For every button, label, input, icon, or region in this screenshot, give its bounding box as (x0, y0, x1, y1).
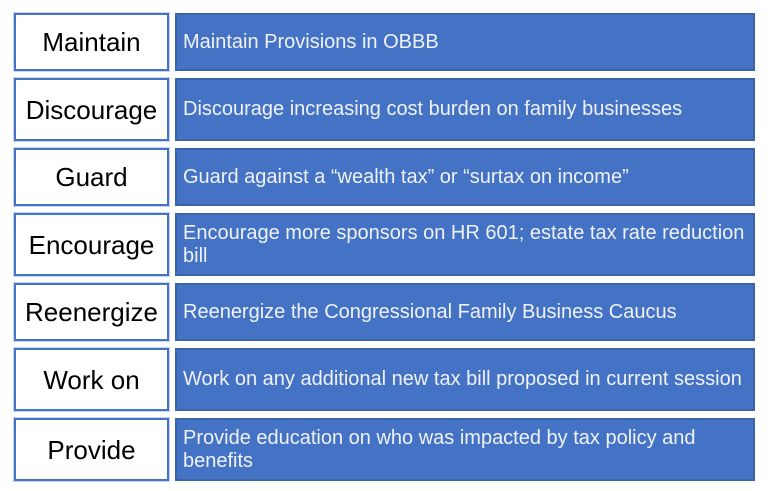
row-label-box-guard: Guard (14, 148, 169, 206)
table-row: Encourage Encourage more sponsors on HR … (14, 213, 755, 276)
row-description: Reenergize the Congressional Family Busi… (183, 300, 677, 323)
table-row: Provide Provide education on who was imp… (14, 418, 755, 481)
row-label: Maintain (42, 27, 141, 57)
table-row: Discourage Discourage increasing cost bu… (14, 78, 755, 141)
row-description: Maintain Provisions in OBBB (183, 30, 439, 53)
row-label: Guard (55, 162, 128, 192)
row-label-box-work-on: Work on (14, 348, 169, 411)
table-row: Guard Guard against a “wealth tax” or “s… (14, 148, 755, 206)
row-description-box: Work on any additional new tax bill prop… (175, 348, 755, 411)
row-description: Provide education on who was impacted by… (183, 426, 696, 472)
row-label-box-provide: Provide (14, 418, 169, 481)
table-row: Maintain Maintain Provisions in OBBB (14, 13, 755, 71)
row-label: Encourage (28, 229, 155, 260)
row-description: Encourage more sponsors on HR 601; estat… (183, 221, 745, 267)
row-description-box: Discourage increasing cost burden on fam… (175, 78, 755, 141)
row-description-box: Provide education on who was impacted by… (175, 418, 755, 481)
row-description-box: Maintain Provisions in OBBB (175, 13, 755, 71)
table-row: Reenergize Reenergize the Congressional … (14, 283, 755, 341)
row-label-box-encourage: Encourage (14, 213, 169, 276)
row-description: Discourage increasing cost burden on fam… (183, 98, 683, 121)
tax-policy-action-table: Maintain Maintain Provisions in OBBB Dis… (14, 13, 755, 481)
table-row: Work on Work on any additional new tax b… (14, 348, 755, 411)
row-label-box-discourage: Discourage (14, 78, 169, 141)
row-description-box: Encourage more sponsors on HR 601; estat… (175, 213, 755, 276)
row-description: Guard against a “wealth tax” or “surtax … (183, 165, 629, 188)
row-description-box: Guard against a “wealth tax” or “surtax … (175, 148, 755, 206)
row-label: Reenergize (25, 297, 158, 327)
row-label: Discourage (25, 94, 158, 125)
row-label: Work on (43, 364, 140, 395)
row-label-box-maintain: Maintain (14, 13, 169, 71)
row-label-box-reenergize: Reenergize (14, 283, 169, 341)
row-description: Work on any additional new tax bill prop… (183, 368, 742, 391)
row-description-box: Reenergize the Congressional Family Busi… (175, 283, 755, 341)
row-label: Provide (47, 434, 136, 465)
